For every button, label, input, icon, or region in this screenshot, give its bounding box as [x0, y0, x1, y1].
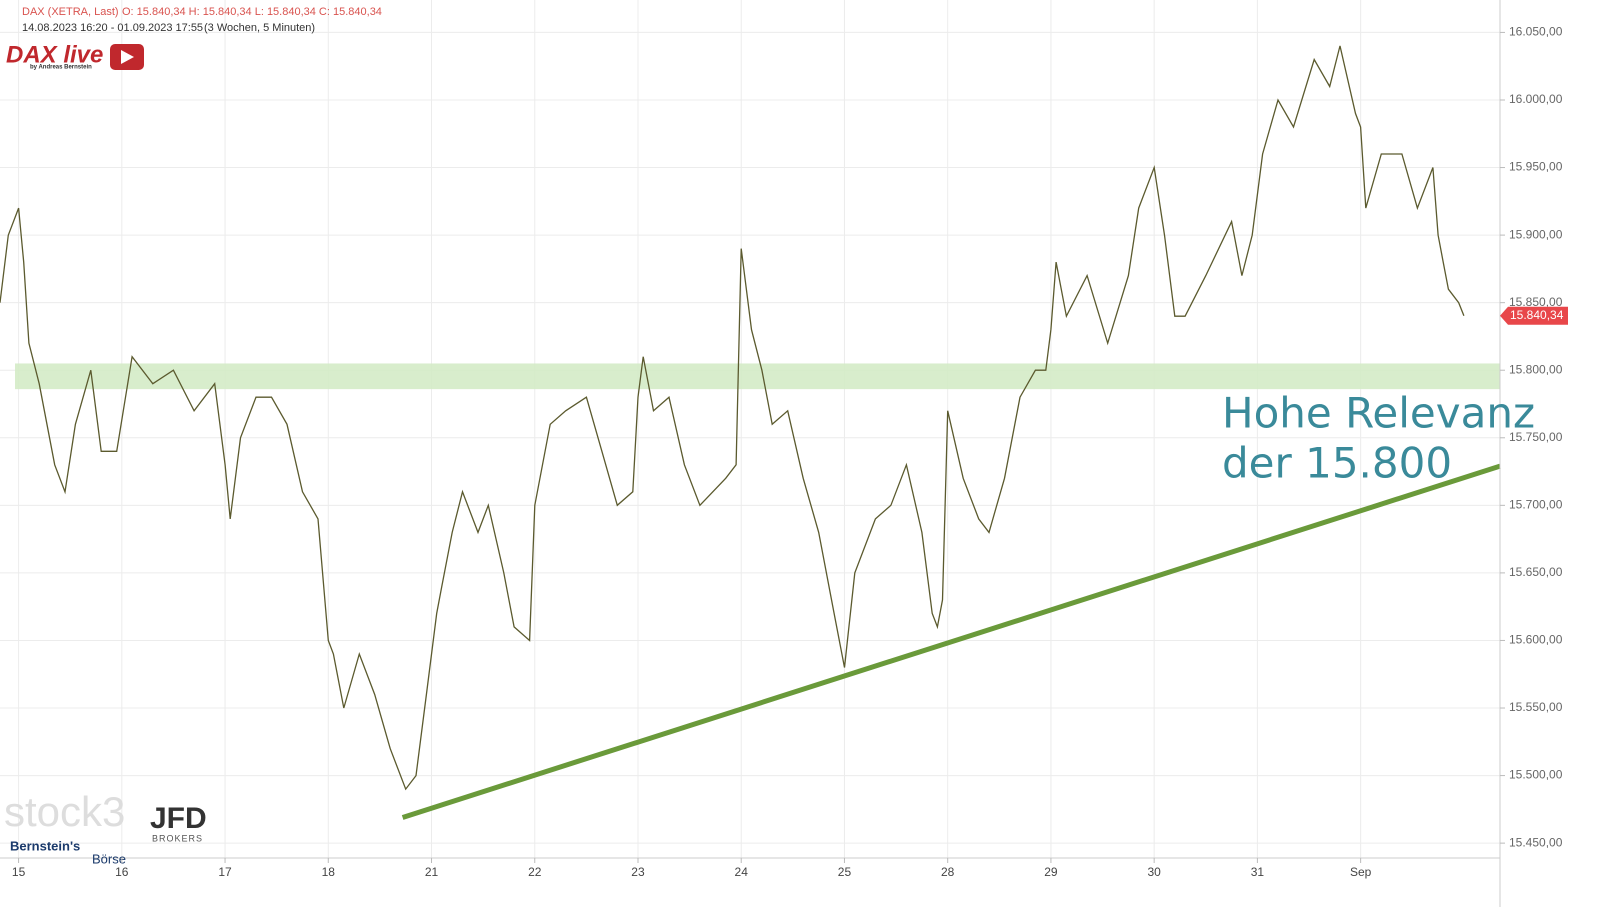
period: 14.08.2023 16:20 - 01.09.2023 17:55	[22, 22, 203, 34]
logo: stock3	[4, 788, 125, 835]
x-tick-label: 17	[218, 865, 232, 879]
logo: Bernstein's	[10, 838, 80, 853]
x-tick-label: 29	[1044, 865, 1058, 879]
y-tick-label: 15.900,00	[1509, 227, 1563, 241]
logo: Börse	[92, 851, 126, 866]
grid	[0, 0, 1500, 858]
y-tick-label: 15.800,00	[1509, 362, 1563, 376]
y-tick-label: 15.950,00	[1509, 160, 1563, 174]
x-tick-label: Sep	[1350, 865, 1372, 879]
y-tick-label: 15.650,00	[1509, 565, 1563, 579]
ohlc: O: 15.840,34 H: 15.840,34 L: 15.840,34 C…	[122, 6, 382, 18]
logo-sub: BROKERS	[152, 833, 203, 843]
x-tick-label: 16	[115, 865, 129, 879]
y-tick-label: 15.700,00	[1509, 498, 1563, 512]
y-tick-label: 15.450,00	[1509, 835, 1563, 849]
instrument: DAX (XETRA, Last)	[22, 6, 119, 18]
x-tick-label: 15	[12, 865, 26, 879]
logo: DAX live	[6, 41, 103, 68]
x-tick-label: 23	[631, 865, 645, 879]
trendline	[401, 463, 1501, 820]
logo: JFD	[150, 802, 207, 835]
x-tick-label: 25	[838, 865, 852, 879]
last-price-tag	[1500, 306, 1568, 325]
interval: (3 Wochen, 5 Minuten)	[204, 22, 315, 34]
logo-sub: by Andreas Bernstein	[30, 65, 92, 71]
y-tick-label: 16.050,00	[1509, 25, 1563, 39]
y-tick-label: 15.750,00	[1509, 430, 1563, 444]
y-tick-label: 15.600,00	[1509, 633, 1563, 647]
last-price-label: 15.840,34	[1510, 308, 1564, 322]
price-line	[0, 45, 1465, 791]
x-tick-label: 22	[528, 865, 542, 879]
annotation: der 15.800	[1222, 439, 1452, 488]
y-tick-label: 15.500,00	[1509, 768, 1563, 782]
annotation: Hohe Relevanz	[1222, 389, 1535, 438]
x-tick-label: 24	[735, 865, 749, 879]
logo-icon	[121, 50, 134, 64]
x-tick-label: 31	[1251, 865, 1265, 879]
x-tick-label: 30	[1147, 865, 1161, 879]
x-tick-label: 28	[941, 865, 955, 879]
y-tick-label: 15.850,00	[1509, 295, 1563, 309]
y-tick-label: 16.000,00	[1509, 92, 1563, 106]
x-tick-label: 18	[322, 865, 336, 879]
y-tick-label: 15.550,00	[1509, 700, 1563, 714]
x-tick-label: 21	[425, 865, 439, 879]
support-zone	[15, 363, 1500, 390]
plot	[0, 45, 1501, 820]
